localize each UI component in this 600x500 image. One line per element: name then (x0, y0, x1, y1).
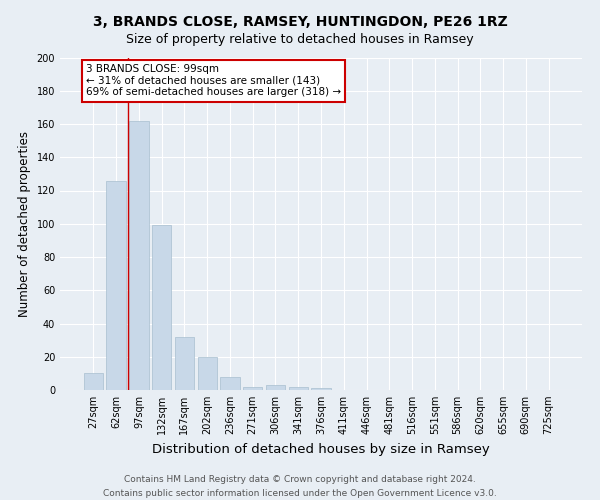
Bar (152, 226, 172, 390)
Bar (197, 357, 217, 390)
Bar (311, 388, 331, 390)
Y-axis label: Number of detached properties: Number of detached properties (18, 130, 31, 317)
Text: 3, BRANDS CLOSE, RAMSEY, HUNTINGDON, PE26 1RZ: 3, BRANDS CLOSE, RAMSEY, HUNTINGDON, PE2… (92, 15, 508, 29)
Text: Contains HM Land Registry data © Crown copyright and database right 2024.
Contai: Contains HM Land Registry data © Crown c… (103, 476, 497, 498)
Bar (220, 376, 239, 390)
Text: 3 BRANDS CLOSE: 99sqm
← 31% of detached houses are smaller (143)
69% of semi-det: 3 BRANDS CLOSE: 99sqm ← 31% of detached … (86, 64, 341, 98)
Bar (106, 180, 126, 390)
Text: Size of property relative to detached houses in Ramsey: Size of property relative to detached ho… (126, 32, 474, 46)
Bar (129, 120, 149, 390)
Bar (84, 374, 103, 390)
Bar (266, 385, 285, 390)
X-axis label: Distribution of detached houses by size in Ramsey: Distribution of detached houses by size … (152, 442, 490, 456)
Bar (243, 386, 262, 390)
Bar (289, 386, 308, 390)
Bar (175, 337, 194, 390)
